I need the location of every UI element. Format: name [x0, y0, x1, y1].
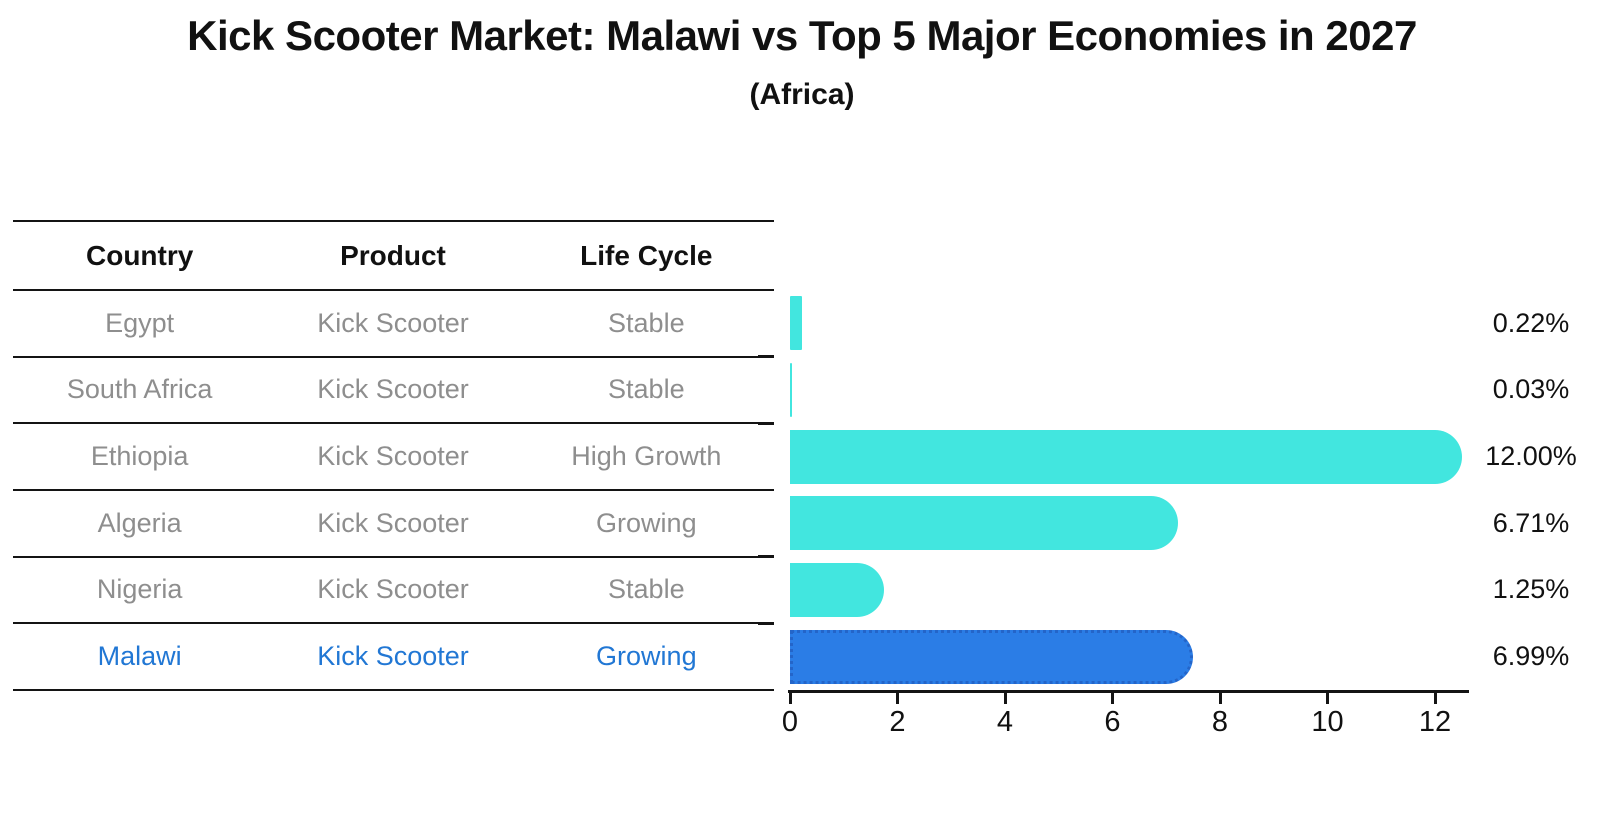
- bar-value-label: 6.99%: [1492, 641, 1570, 672]
- bar-value-label: 6.71%: [1492, 507, 1570, 538]
- x-axis-tick: [1326, 693, 1329, 704]
- table-top-line: [13, 220, 773, 222]
- x-axis-tick-label: 12: [1418, 706, 1452, 738]
- bar-value-label: 12.00%: [1485, 441, 1577, 472]
- column-header-life-cycle: Life Cycle: [580, 239, 713, 271]
- x-axis-tick-label: 0: [781, 706, 799, 738]
- chart-title: Kick Scooter Market: Malawi vs Top 5 Maj…: [187, 12, 1417, 59]
- bar-malawi-highlight: [790, 629, 1193, 684]
- x-axis-tick-label: 6: [1104, 706, 1121, 738]
- column-header-product: Product: [340, 239, 446, 271]
- cell-life-cycle: Stable: [608, 307, 685, 338]
- chart-subtitle: (Africa): [749, 78, 855, 111]
- table-row: Egypt Kick Scooter Stable: [13, 290, 773, 357]
- cell-country: South Africa: [66, 374, 213, 405]
- table-row-line: [13, 489, 773, 491]
- table-row: Nigeria Kick Scooter Stable: [13, 557, 773, 624]
- cell-country: Ethiopia: [90, 441, 189, 472]
- table-row: South Africa Kick Scooter Stable: [13, 357, 773, 424]
- cell-life-cycle: Stable: [608, 374, 685, 405]
- bar-value-label: 1.25%: [1492, 574, 1570, 605]
- x-axis-tick-label: 8: [1211, 706, 1229, 738]
- cell-life-cycle: Growing: [596, 507, 697, 538]
- column-header-country: Country: [86, 239, 194, 271]
- cell-life-cycle: Growing: [596, 641, 697, 672]
- cell-life-cycle: High Growth: [571, 441, 722, 472]
- cell-product: Kick Scooter: [317, 374, 469, 405]
- x-axis-tick: [1218, 693, 1222, 704]
- x-axis-tick: [1111, 693, 1114, 704]
- bar-south-africa: [790, 363, 792, 417]
- y-axis-tick: [758, 622, 774, 625]
- cell-product: Kick Scooter: [317, 441, 469, 472]
- y-axis-tick: [758, 288, 774, 292]
- table-row-line: [13, 422, 773, 425]
- bar-ethiopia: [790, 429, 1462, 484]
- y-axis-tick: [758, 219, 774, 223]
- cell-product: Kick Scooter: [317, 307, 469, 338]
- bar-algeria: [790, 496, 1178, 551]
- table-header-line: [13, 289, 773, 291]
- cell-life-cycle: Stable: [608, 574, 685, 605]
- table-row: Malawi Kick Scooter Growing: [13, 623, 773, 690]
- x-axis-tick-label: 2: [889, 706, 906, 738]
- cell-country: Nigeria: [96, 574, 183, 605]
- cell-product: Kick Scooter: [317, 641, 469, 672]
- y-axis-tick: [758, 422, 774, 425]
- x-axis-tick: [1003, 693, 1007, 704]
- y-axis-tick: [758, 355, 774, 358]
- bar-nigeria: [790, 563, 885, 617]
- table-row: Algeria Kick Scooter Growing: [13, 490, 773, 557]
- y-axis-tick: [758, 555, 774, 558]
- cell-product: Kick Scooter: [317, 574, 469, 605]
- y-axis-tick: [758, 488, 774, 492]
- y-axis-tick: [758, 688, 774, 692]
- cell-country: Algeria: [97, 507, 182, 538]
- bar-value-label: 0.03%: [1492, 374, 1570, 405]
- table-header-row: Country Product Life Cycle: [13, 221, 773, 290]
- x-axis-tick-label: 4: [996, 706, 1014, 738]
- bar-value-label: 0.22%: [1492, 307, 1570, 338]
- cell-country: Egypt: [105, 307, 175, 338]
- table-row: Ethiopia Kick Scooter High Growth: [13, 423, 773, 490]
- table-row-line: [13, 555, 773, 558]
- bar-egypt: [790, 296, 802, 351]
- table-row-line: [13, 689, 773, 691]
- x-axis-tick: [896, 693, 899, 704]
- cell-product: Kick Scooter: [317, 507, 469, 538]
- x-axis-tick: [788, 693, 792, 704]
- x-axis-tick: [1433, 693, 1437, 704]
- table-row-line: [13, 622, 773, 625]
- x-axis-line: [788, 690, 1469, 693]
- table-row-line: [13, 355, 773, 358]
- x-axis-tick-label: 10: [1311, 706, 1344, 738]
- cell-country: Malawi: [97, 641, 182, 672]
